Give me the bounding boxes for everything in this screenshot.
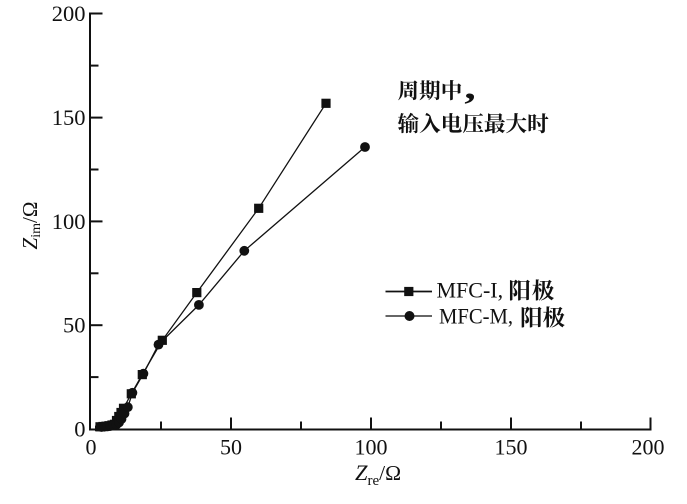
svg-text:50: 50: [220, 435, 242, 460]
svg-text:MFC-M,: MFC-M,: [439, 304, 513, 329]
svg-text:0: 0: [86, 435, 97, 460]
svg-text:200: 200: [632, 435, 665, 460]
svg-text:Zim/Ω: Zim/Ω: [18, 202, 44, 250]
svg-text:100: 100: [52, 209, 86, 234]
svg-text:200: 200: [52, 1, 86, 26]
svg-text:100: 100: [355, 435, 388, 460]
svg-text:50: 50: [63, 313, 86, 338]
svg-text:150: 150: [52, 105, 86, 130]
svg-text:0: 0: [74, 417, 85, 442]
svg-text:150: 150: [495, 435, 528, 460]
svg-text:Zre/Ω: Zre/Ω: [355, 460, 401, 489]
svg-text:MFC-I,: MFC-I,: [437, 278, 504, 303]
